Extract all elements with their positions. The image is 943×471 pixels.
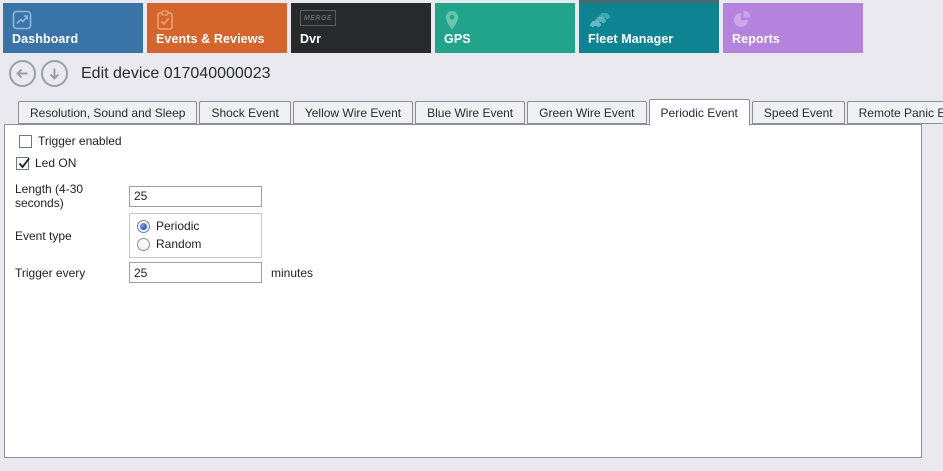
event-type-group: Periodic Random (129, 213, 262, 258)
event-type-option-periodic[interactable]: Periodic (137, 219, 261, 233)
nav-tile-label: Reports (732, 32, 780, 46)
nav-tile-label: Events & Reviews (156, 32, 265, 46)
length-input[interactable] (129, 185, 262, 207)
trigger-enabled-row: Trigger enabled (19, 132, 911, 150)
pie-chart-icon (732, 10, 752, 35)
tab-yellow-wire-event[interactable]: Yellow Wire Event (292, 101, 414, 124)
trigger-every-suffix: minutes (271, 265, 314, 280)
location-pin-icon (444, 10, 460, 36)
nav-tile-dvr[interactable]: MERGE Dvr (291, 3, 431, 53)
clipboard-check-icon (156, 10, 174, 35)
periodic-radio-label: Periodic (156, 219, 200, 233)
tab-blue-wire-event[interactable]: Blue Wire Event (415, 101, 526, 124)
main-nav: Dashboard Events & Reviews MERGE Dvr GPS (3, 0, 863, 53)
tab-periodic-event[interactable]: Periodic Event (648, 99, 750, 126)
nav-tile-label: Dvr (300, 32, 322, 46)
event-type-label: Event type (15, 228, 72, 243)
trigger-every-label: Trigger every (15, 265, 86, 280)
nav-tile-events-reviews[interactable]: Events & Reviews (147, 3, 287, 53)
length-label: Length (4-30 seconds) (15, 182, 84, 210)
led-on-label: Led ON (35, 156, 77, 170)
nav-tile-dashboard[interactable]: Dashboard (3, 3, 143, 53)
tab-speed-event[interactable]: Speed Event (751, 101, 845, 124)
led-on-row: Led ON (16, 154, 911, 172)
tab-shock-event[interactable]: Shock Event (199, 101, 291, 124)
trigger-enabled-label: Trigger enabled (38, 134, 122, 148)
nav-tile-fleet-manager[interactable]: Fleet Manager (579, 0, 719, 53)
traffic-cars-icon (588, 10, 614, 35)
nav-tile-reports[interactable]: Reports (723, 3, 863, 53)
periodic-radio[interactable] (137, 219, 150, 233)
arrow-left-icon (9, 60, 36, 87)
periodic-event-panel: Trigger enabled Led ON Length (4-30 seco… (4, 124, 922, 458)
trigger-enabled-checkbox[interactable] (19, 134, 32, 148)
tab-resolution-sound-sleep[interactable]: Resolution, Sound and Sleep (18, 101, 198, 124)
event-type-row: Event type Periodic Random (15, 213, 911, 258)
led-on-checkbox[interactable] (16, 156, 30, 170)
tab-remote-panic-event[interactable]: Remote Panic Event (846, 101, 943, 124)
back-button[interactable] (8, 59, 37, 88)
tab-green-wire-event[interactable]: Green Wire Event (527, 101, 647, 124)
scroll-down-button[interactable] (40, 59, 69, 88)
nav-tile-label: GPS (444, 32, 471, 46)
nav-tile-label: Dashboard (12, 32, 79, 46)
page-header: Edit device 017040000023 (8, 59, 271, 88)
arrow-down-icon (41, 60, 68, 87)
nav-tile-gps[interactable]: GPS (435, 3, 575, 53)
length-row: Length (4-30 seconds) (15, 182, 911, 210)
trending-up-icon (12, 10, 32, 35)
merge-logo-icon: MERGE (300, 10, 336, 26)
random-radio-label: Random (156, 237, 202, 251)
tab-strip: Resolution, Sound and Sleep Shock Event … (18, 99, 943, 126)
check-icon (18, 157, 30, 168)
event-type-option-random[interactable]: Random (137, 237, 261, 251)
nav-tile-label: Fleet Manager (588, 32, 674, 46)
trigger-every-input[interactable] (129, 262, 262, 283)
page-title: Edit device 017040000023 (81, 64, 271, 82)
random-radio[interactable] (137, 237, 150, 251)
trigger-every-row: Trigger every minutes (15, 262, 911, 283)
